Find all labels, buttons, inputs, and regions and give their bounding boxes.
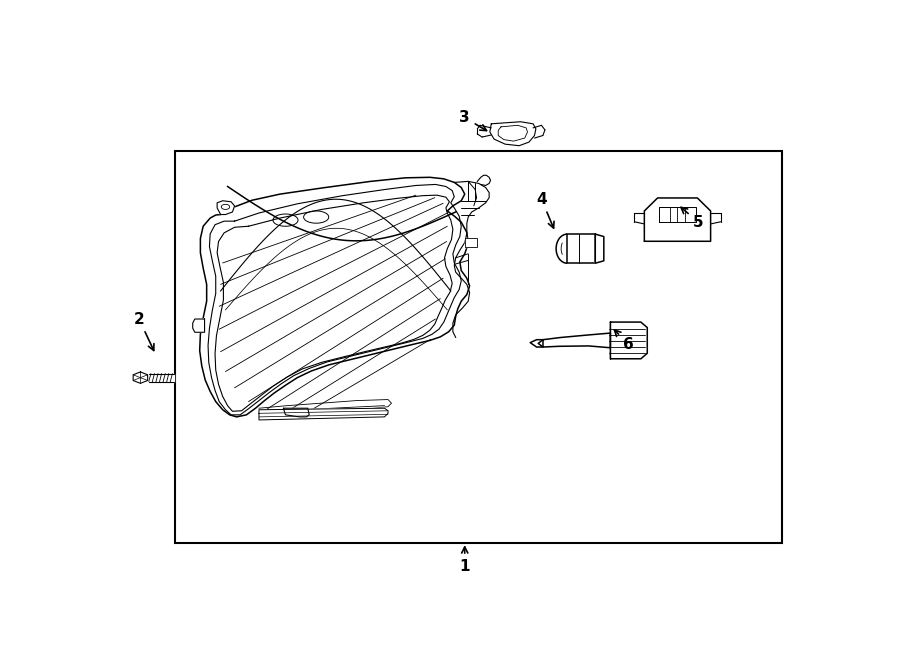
Text: 2: 2 [133,312,154,350]
Polygon shape [284,408,310,417]
Polygon shape [200,177,470,417]
Polygon shape [148,373,174,382]
Polygon shape [530,340,543,347]
Text: 4: 4 [536,192,554,228]
Bar [176,151,782,544]
Polygon shape [133,372,148,383]
Text: 1: 1 [460,547,470,574]
Text: 5: 5 [681,207,704,230]
Bar [567,234,595,263]
Polygon shape [259,408,388,420]
Text: 3: 3 [459,110,487,130]
Polygon shape [595,234,604,263]
Polygon shape [610,322,647,359]
Polygon shape [193,319,204,332]
Polygon shape [644,198,711,241]
Polygon shape [217,201,235,214]
Polygon shape [538,333,610,348]
Polygon shape [490,122,536,146]
Polygon shape [556,234,567,263]
Polygon shape [659,207,696,222]
Text: 6: 6 [615,330,634,352]
Polygon shape [464,238,477,247]
